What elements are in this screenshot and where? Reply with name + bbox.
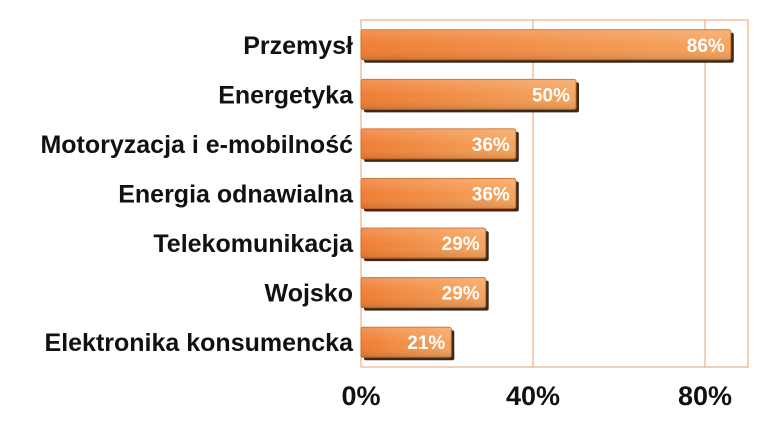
data-label: 36%: [472, 135, 510, 156]
labels-layer: 86% Przemysł 50% Energetyka 36% Motoryzacja i…: [40, 32, 724, 357]
data-label: 29%: [442, 234, 480, 255]
category-label: Energetyka: [218, 81, 354, 109]
data-label: 86%: [687, 36, 725, 57]
category-label: Elektronika konsumencka: [45, 329, 355, 357]
x-tick-label: 80%: [678, 381, 732, 411]
bar-highlight: [361, 327, 452, 358]
bars-layer: [360, 29, 734, 361]
category-label: Motoryzacja i e-mobilność: [40, 131, 353, 159]
x-tick-label: 0%: [341, 381, 380, 411]
ticks-layer: 0% 40% 80%: [341, 381, 732, 411]
category-label: Energia odnawialna: [118, 181, 354, 209]
data-label: 21%: [407, 333, 445, 354]
bar-highlight: [361, 277, 486, 308]
data-label: 29%: [442, 284, 480, 305]
data-label: 50%: [532, 85, 570, 106]
bar-highlight: [361, 178, 516, 209]
category-label: Wojsko: [265, 280, 353, 308]
bar-highlight: [361, 29, 731, 60]
bar-highlight: [361, 79, 576, 110]
x-tick-label: 40%: [506, 381, 560, 411]
category-label: Telekomunikacja: [153, 230, 354, 258]
bar-highlight: [361, 128, 516, 159]
bar-highlight: [361, 228, 486, 259]
data-label: 36%: [472, 185, 510, 206]
category-label: Przemysł: [243, 32, 353, 60]
